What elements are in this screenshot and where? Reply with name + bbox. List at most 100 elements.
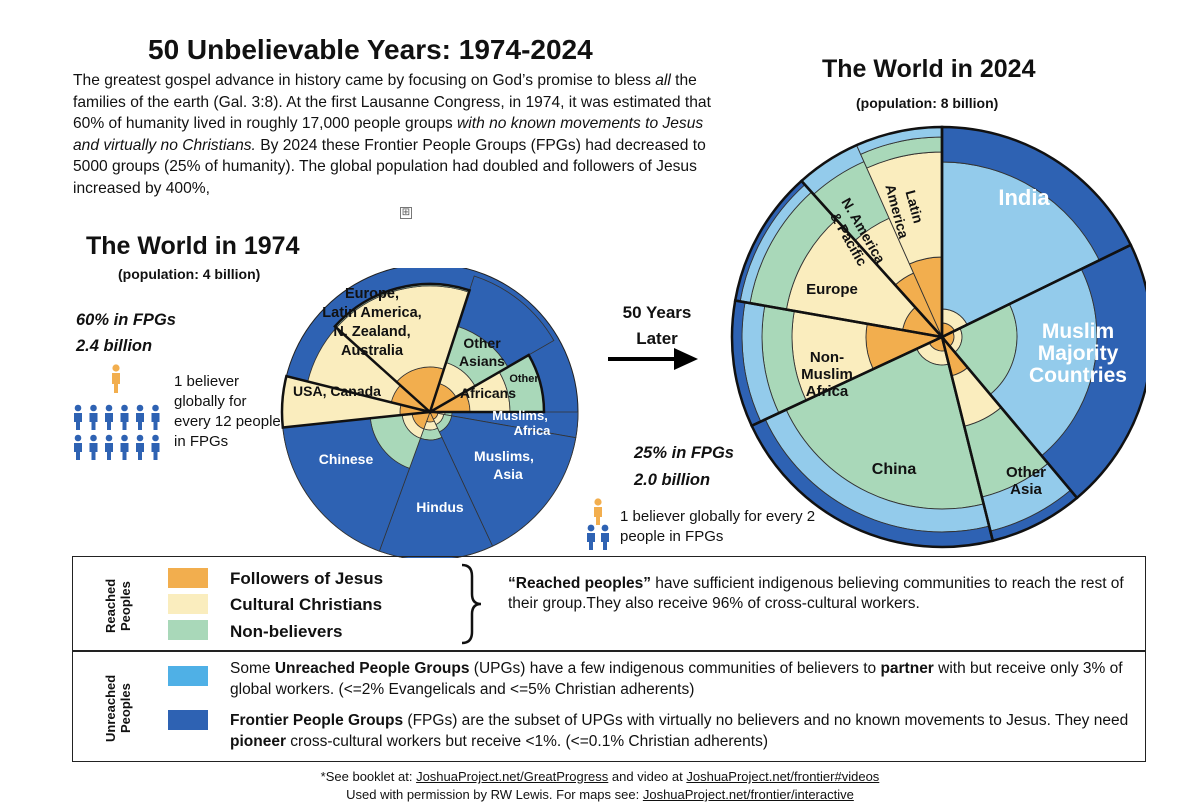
person-icon [136, 434, 144, 442]
footer-line2: Used with permission by RW Lewis. For ma… [0, 786, 1200, 804]
expand-icon[interactable]: ⊞ [400, 207, 412, 219]
person-icon [74, 434, 82, 442]
fpg-bold-1: Frontier People Groups [230, 712, 404, 729]
swatch-non-believers [168, 620, 208, 640]
world-1974-title: The World in 1974 [86, 232, 300, 260]
person-body-icon [151, 443, 160, 460]
outline-2024-latin [799, 125, 944, 341]
label-other-africans-line2: Africans [460, 385, 516, 401]
world-2024-labels: India Muslim Majority Countries Latin Am… [801, 183, 1127, 498]
footer-line1: *See booklet at: JoshuaProject.net/Great… [0, 768, 1200, 786]
fpg-text-2: cross-cultural workers but receive <1%. … [285, 733, 768, 750]
footer-link-great-progress[interactable]: JoshuaProject.net/GreatProgress [416, 769, 609, 784]
page-title: 50 Unbelievable Years: 1974-2024 [148, 34, 593, 65]
world-1974-chart: Europe, Latin America, N. Zealand, Austr… [280, 268, 579, 558]
intro-text-2: the families of the earth (Gal. 3:8). At… [73, 72, 711, 132]
outline-1974-other-africans [425, 353, 546, 414]
fpg-2024-percent: 25% in FPGs [634, 444, 734, 462]
label-non-muslim-africa-line2: Muslim [801, 366, 853, 383]
outline-2024-muslim [940, 243, 1146, 500]
label-hindus: Hindus [416, 499, 464, 515]
person-body-icon [105, 443, 113, 460]
label-non-muslim-africa-line1: Non- [810, 349, 844, 366]
reached-description-text: have sufficient indigenous believing com… [508, 575, 1124, 612]
world-1974-population: (population: 4 billion) [118, 266, 261, 282]
person-icon [152, 434, 159, 442]
fpg-bold-2: pioneer [230, 733, 286, 750]
fpg-2024-count: 2.0 billion [634, 471, 711, 489]
outline-2024-europe [733, 179, 946, 339]
label-other-africans-line1: Other [509, 373, 539, 385]
label-chinese: Chinese [319, 451, 374, 467]
outline-2024-china [750, 335, 995, 549]
legend-non-believers-label: Non-believers [230, 622, 343, 641]
outline-2024-india [940, 125, 1133, 340]
label-europe-line4: Australia [341, 343, 404, 359]
label-other-asians-line1: Other [463, 335, 501, 351]
person-icon [90, 404, 97, 412]
legend-followers-label: Followers of Jesus [230, 569, 384, 588]
label-muslims-africa-line1: Muslims, [492, 408, 548, 423]
upg-bold-2: partner [880, 660, 934, 677]
person-body-icon [74, 413, 82, 430]
label-india: India [998, 185, 1050, 210]
reached-description: “Reached peoples” have sufficient indige… [508, 574, 1128, 614]
label-china: China [872, 461, 917, 478]
legend-upg-description: Some Unreached People Groups (UPGs) have… [230, 658, 1135, 700]
person-body-icon [89, 413, 98, 430]
swatch-followers [168, 568, 208, 588]
sector-1974-muslims-asia-ring3 [438, 415, 577, 547]
label-muslim-line3: Countries [1029, 364, 1127, 387]
world-1974-labels: Europe, Latin America, N. Zealand, Austr… [293, 286, 551, 515]
fpg-text-1: (FPGs) are the subset of UPGs with virtu… [403, 712, 1129, 729]
world-2024-title: The World in 2024 [822, 55, 1036, 83]
sector-1974-hindus-ring3 [378, 436, 494, 558]
person-body-icon [136, 443, 144, 460]
footer: *See booklet at: JoshuaProject.net/Great… [0, 768, 1200, 804]
legend-cultural-christians-label: Cultural Christians [230, 595, 383, 614]
person-body-icon [151, 413, 160, 430]
label-muslims-asia-line2: Asia [493, 466, 523, 482]
outline-1974-europe [333, 282, 472, 415]
believer-person-icon [112, 364, 120, 393]
outline-2024-non-muslim-africa [730, 299, 947, 428]
person-body-icon [74, 443, 82, 460]
fpg-1974-count: 2.4 billion [76, 337, 153, 355]
intro-paragraph: The greatest gospel advance in history c… [73, 70, 733, 199]
footer-text-3: Used with permission by RW Lewis. For ma… [346, 787, 643, 802]
intro-text-1: The greatest gospel advance in history c… [73, 72, 656, 89]
legend-divider [72, 650, 1146, 652]
footer-text-1: *See booklet at: [320, 769, 417, 784]
footer-text-2: and video at [608, 769, 687, 784]
label-europe-line1: Europe, [345, 286, 399, 302]
upg-bold-1: Unreached People Groups [274, 660, 470, 677]
person-icon [105, 404, 113, 412]
label-muslims-africa-line2: Africa [514, 423, 552, 438]
legend-reached-label: Reached Peoples [103, 578, 133, 634]
label-other-asians-line2: Asians [459, 353, 505, 369]
believer-person-icon [594, 498, 602, 525]
person-icon [121, 434, 128, 442]
people-icons-1974 [74, 364, 160, 460]
intro-italic-2: with no known movements to Jesus and vir… [73, 115, 704, 154]
person-icon [74, 404, 82, 412]
person-icon [152, 404, 159, 412]
years-later-line1: 50 Years [622, 303, 692, 322]
years-later-label: 50 Years Later [602, 300, 712, 352]
footer-link-interactive[interactable]: JoshuaProject.net/frontier/interactive [642, 787, 854, 802]
label-other-asia-line1: Other [1006, 464, 1046, 481]
right-arrow-icon [608, 348, 698, 370]
world-2024-population: (population: 8 billion) [856, 95, 999, 111]
footer-link-videos[interactable]: JoshuaProject.net/frontier#videos [686, 769, 880, 784]
people-group-icon [587, 524, 609, 550]
label-muslim-line2: Majority [1038, 342, 1119, 365]
person-icon [121, 404, 128, 412]
label-europe-line3: N. Zealand, [333, 324, 410, 340]
people-icons-2024 [587, 498, 609, 550]
label-muslim-line1: Muslim [1042, 320, 1114, 343]
world-2024-sectors [730, 125, 1146, 549]
intro-text-3: By 2024 these Frontier People Groups (FP… [73, 136, 706, 197]
label-muslims-asia-line1: Muslims, [474, 448, 534, 464]
believer-ratio-1974: 1 believer globally for every 12 people … [174, 373, 281, 450]
legend-unreached-label: Unreached Peoples [103, 674, 133, 742]
